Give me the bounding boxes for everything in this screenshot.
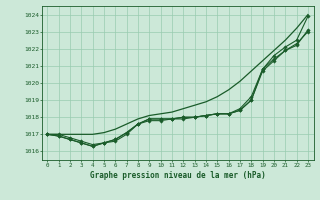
X-axis label: Graphe pression niveau de la mer (hPa): Graphe pression niveau de la mer (hPa)	[90, 171, 266, 180]
